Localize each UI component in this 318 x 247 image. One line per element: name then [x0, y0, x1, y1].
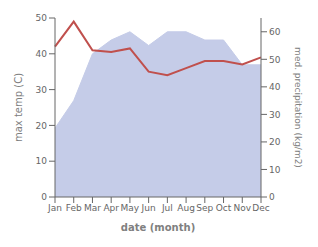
svg-text:0: 0 [269, 192, 275, 202]
svg-text:med. precipitation (kg/m2): med. precipitation (kg/m2) [293, 47, 303, 168]
svg-text:50: 50 [269, 55, 281, 65]
svg-text:40: 40 [269, 82, 281, 92]
svg-text:20: 20 [36, 121, 48, 131]
svg-text:May: May [121, 203, 140, 213]
svg-text:Dec: Dec [252, 203, 269, 213]
svg-text:40: 40 [36, 49, 48, 59]
svg-text:0: 0 [41, 192, 47, 202]
svg-text:Feb: Feb [66, 203, 82, 213]
svg-text:Aug: Aug [177, 203, 195, 213]
svg-text:10: 10 [269, 165, 281, 175]
svg-text:Oct: Oct [216, 203, 232, 213]
svg-text:20: 20 [269, 137, 281, 147]
svg-text:Jan: Jan [47, 203, 62, 213]
svg-text:Sep: Sep [196, 203, 213, 213]
svg-text:30: 30 [36, 85, 48, 95]
svg-text:Apr: Apr [103, 203, 119, 213]
svg-text:50: 50 [36, 13, 48, 23]
svg-text:Nov: Nov [233, 203, 251, 213]
svg-text:Jul: Jul [161, 203, 173, 213]
svg-text:30: 30 [269, 110, 281, 120]
svg-text:60: 60 [269, 27, 281, 37]
svg-text:10: 10 [36, 156, 48, 166]
svg-text:date (month): date (month) [121, 222, 195, 233]
svg-text:max temp (C): max temp (C) [13, 73, 24, 142]
svg-text:Mar: Mar [84, 203, 101, 213]
svg-text:Jun: Jun [141, 203, 156, 213]
